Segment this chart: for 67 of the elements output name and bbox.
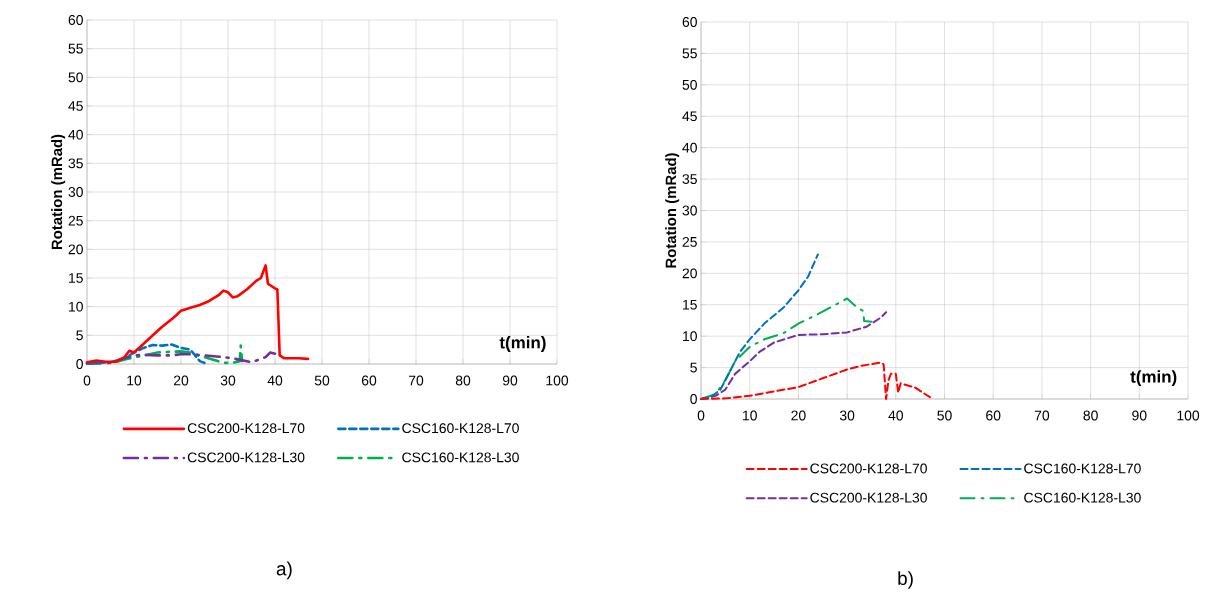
legend-label: CSC200-K128-L30 [810,492,927,503]
x-tick-label: 80 [455,375,471,386]
x-tick-label: 20 [173,375,189,386]
y-tick-label: 0 [690,394,697,404]
y-tick-label: 25 [68,215,83,226]
y-tick-label: 10 [683,331,697,342]
x-tick-label: 70 [1034,410,1050,421]
x-tick-label: 50 [937,410,952,421]
y-tick-label: 5 [76,330,83,341]
y-tick-label: 60 [68,15,83,25]
x-tick-label: 10 [743,410,757,421]
y-tick-label: 35 [68,158,83,169]
y-tick-label: 45 [682,111,697,122]
y-tick-label: 15 [683,299,697,310]
legend-label: CSC160-K128-L70 [1024,463,1141,474]
legend-label: CSC200-K128-L70 [810,463,927,474]
x-tick-label: 60 [986,410,1001,421]
x-tick-label: 40 [267,375,283,386]
y-tick-label: 35 [682,174,697,185]
text: a) [276,561,292,580]
y-tick-label: 50 [68,72,83,83]
line-series [85,264,310,364]
y-tick-label: 45 [68,101,83,111]
x-tick-label: 90 [1132,410,1147,421]
y-tick-label: 10 [69,301,83,312]
y-tick-label: 0 [76,359,83,369]
line-series [85,343,206,365]
line-series [700,253,819,400]
y-tick-label: 20 [68,244,83,255]
y-tick-label: 15 [69,273,83,283]
x-axis-title: t(min) [1130,370,1177,387]
y-tick-label: 5 [690,362,697,373]
y-tick-label: 55 [682,48,697,59]
y-tick-label: 20 [682,268,697,279]
x-tick-label: 10 [127,375,142,386]
legend-label: CSC160-K128-L70 [402,423,519,434]
x-tick-label: 40 [888,410,904,421]
y-tick-label: 40 [682,142,697,153]
y-tick-label: 60 [682,17,697,27]
x-tick-label: 90 [502,375,518,386]
y-tick-label: 55 [68,43,83,54]
y-tick-label: 40 [68,129,83,140]
x-tick-label: 30 [220,375,236,386]
x-tick-label: 80 [1083,410,1098,421]
x-tick-label: 100 [546,375,569,386]
y-tick-label: 25 [682,236,697,247]
x-tick-label: 0 [83,375,91,386]
y-tick-label: 30 [682,205,697,216]
x-tick-label: 0 [697,410,705,421]
y-axis-title: Rotation (mRad) [51,134,66,250]
x-axis-title: t(min) [499,336,546,352]
x-tick-label: 50 [314,375,330,386]
x-tick-label: 30 [839,410,855,421]
legend-label: CSC160-K128-L30 [1024,492,1141,503]
line-series [700,297,873,400]
y-axis-title: Rotation (mRad) [665,153,680,268]
y-tick-label: 30 [68,187,83,197]
y-tick-label: 50 [682,79,697,90]
x-tick-label: 100 [1177,410,1200,421]
text: b) [898,571,913,589]
x-tick-label: 20 [791,410,806,421]
x-tick-label: 60 [361,375,377,386]
legend-label: CSC160-K128-L30 [402,452,519,463]
x-tick-label: 70 [408,375,424,386]
legend-label: CSC200-K128-L70 [187,423,305,434]
line-series [700,361,931,400]
legend-label: CSC200-K128-L30 [187,452,305,463]
